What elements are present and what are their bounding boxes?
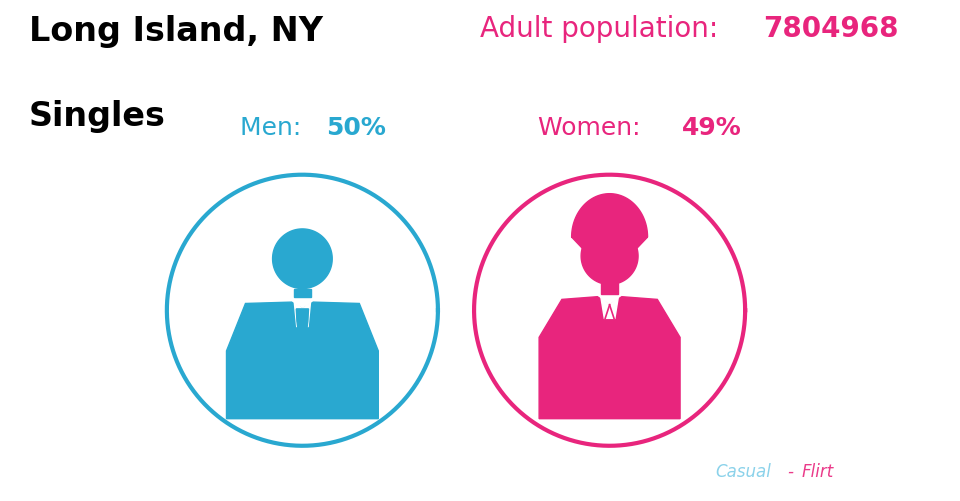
Text: 7804968: 7804968 [763, 15, 899, 43]
Text: -: - [787, 462, 793, 480]
Polygon shape [602, 284, 617, 295]
Polygon shape [227, 303, 378, 419]
Text: Women:: Women: [538, 116, 648, 140]
Text: Adult population:: Adult population: [480, 15, 727, 43]
Text: Singles: Singles [29, 100, 166, 133]
Polygon shape [295, 303, 310, 327]
Polygon shape [571, 194, 648, 257]
Text: 50%: 50% [326, 116, 386, 140]
Text: Casual: Casual [715, 462, 771, 480]
Polygon shape [273, 229, 332, 289]
Text: Men:: Men: [240, 116, 309, 140]
Polygon shape [297, 309, 308, 340]
Polygon shape [294, 289, 311, 297]
Text: Flirt: Flirt [802, 462, 834, 480]
Polygon shape [601, 297, 618, 319]
Polygon shape [540, 297, 680, 419]
Text: Long Island, NY: Long Island, NY [29, 15, 323, 48]
Text: 49%: 49% [682, 116, 741, 140]
Polygon shape [581, 228, 638, 285]
